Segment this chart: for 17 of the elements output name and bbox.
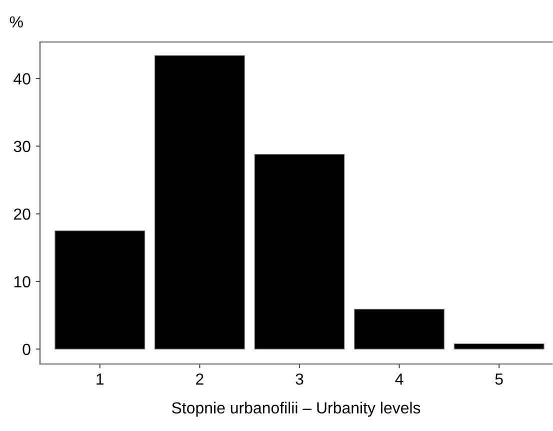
bar bbox=[254, 154, 345, 350]
y-tick-label: 10 bbox=[14, 276, 30, 288]
y-tick-label: 30 bbox=[14, 140, 30, 152]
y-tick-label: 0 bbox=[22, 344, 30, 356]
x-tick-label: 4 bbox=[395, 374, 404, 385]
x-axis-title: Stopnie urbanofilii – Urbanity levels bbox=[172, 402, 420, 417]
y-tick-label: 20 bbox=[14, 208, 30, 220]
x-tick-label: 2 bbox=[196, 373, 204, 385]
x-tick-label: 5 bbox=[495, 374, 503, 385]
bar bbox=[154, 55, 245, 350]
bar bbox=[454, 343, 544, 350]
x-tick-label: 3 bbox=[296, 373, 304, 385]
bar bbox=[54, 230, 146, 350]
y-axis-title: % bbox=[10, 16, 23, 28]
x-tick-label: 1 bbox=[96, 374, 104, 385]
y-tick-label: 40 bbox=[14, 73, 30, 84]
bar bbox=[354, 308, 445, 350]
